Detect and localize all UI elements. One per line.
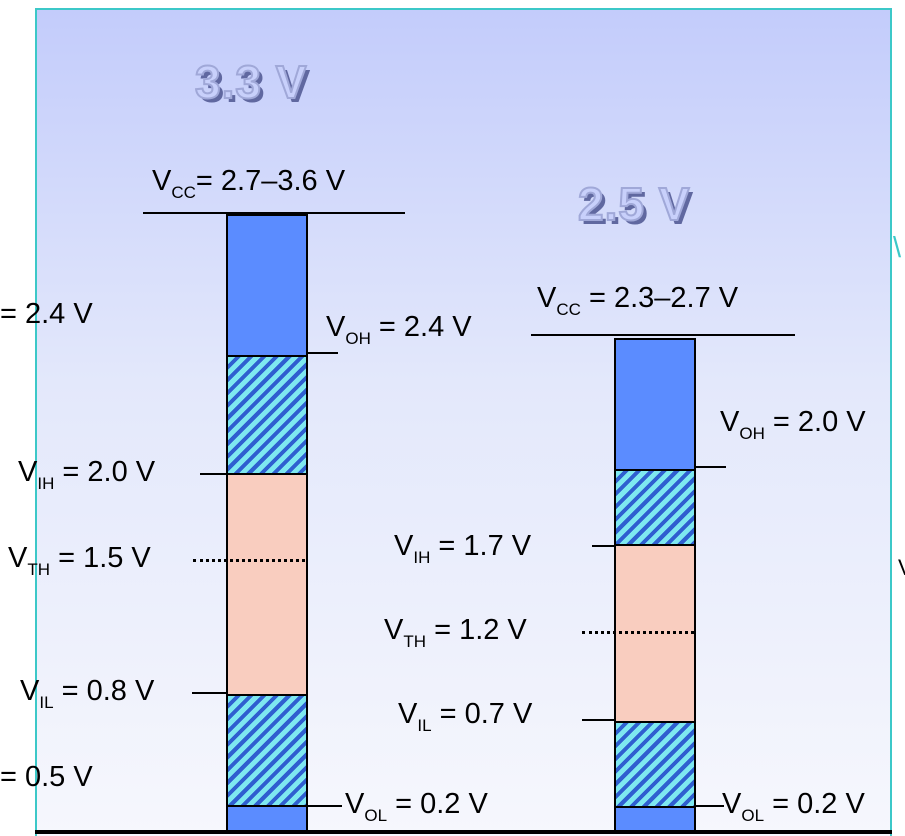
right-voh-label: VOH = 2.0 V [720,406,866,443]
left-vth-label: VTH = 1.5 V [8,542,151,579]
edge-fragment-top: \ [893,232,902,264]
right-vil-tick [582,719,614,721]
left-vcc-line [143,212,405,214]
right-vcc-label: VCC = 2.3–2.7 V [537,282,739,319]
right-vth-label: VTH = 1.2 V [384,614,527,651]
left-vcc-label: VCC= 2.7–3.6 V [152,165,346,202]
edge-fragment-mid: V [898,555,905,581]
left-bar-voh-region [226,214,308,357]
left-vil-label: VIL = 0.8 V [20,675,155,712]
left-vol-label: VOL = 0.2 V [345,788,488,825]
left-bar-low-transition [226,694,308,807]
right-bar-vol-region [614,806,696,832]
left-vih-label: VIH = 2.0 V [18,456,156,493]
left-voh-tick [308,352,338,354]
left-vol-tick [308,805,342,807]
right-vih-label: VIH = 1.7 V [394,530,532,567]
right-bar-voh-region [614,338,696,471]
title-2v5: 2.5 V [577,177,691,231]
right-vth-dotted-line [582,631,694,634]
cut-label-top-left: = 2.4 V [0,298,93,330]
bottom-rule [35,830,892,834]
right-voh-tick [696,466,726,468]
left-vth-dotted-line [193,559,305,562]
left-voh-label: VOH = 2.4 V [326,311,472,348]
cut-label-bottom-left: = 0.5 V [0,761,93,793]
right-vil-label: VIL = 0.7 V [398,698,533,735]
right-vol-label: VOL = 0.2 V [722,788,865,825]
right-bar-low-transition [614,721,696,808]
right-bar-high-transition [614,469,696,546]
left-bar-high-transition [226,355,308,475]
left-vil-tick [192,692,226,694]
right-vih-tick [592,545,614,547]
title-3v3: 3.3 V [194,55,308,109]
slide-background [35,8,892,836]
left-bar-undefined-region [226,473,308,696]
right-vcc-line [531,334,795,336]
left-bar-vol-region [226,805,308,832]
right-vol-tick [696,805,724,807]
left-vih-tick [200,473,226,475]
